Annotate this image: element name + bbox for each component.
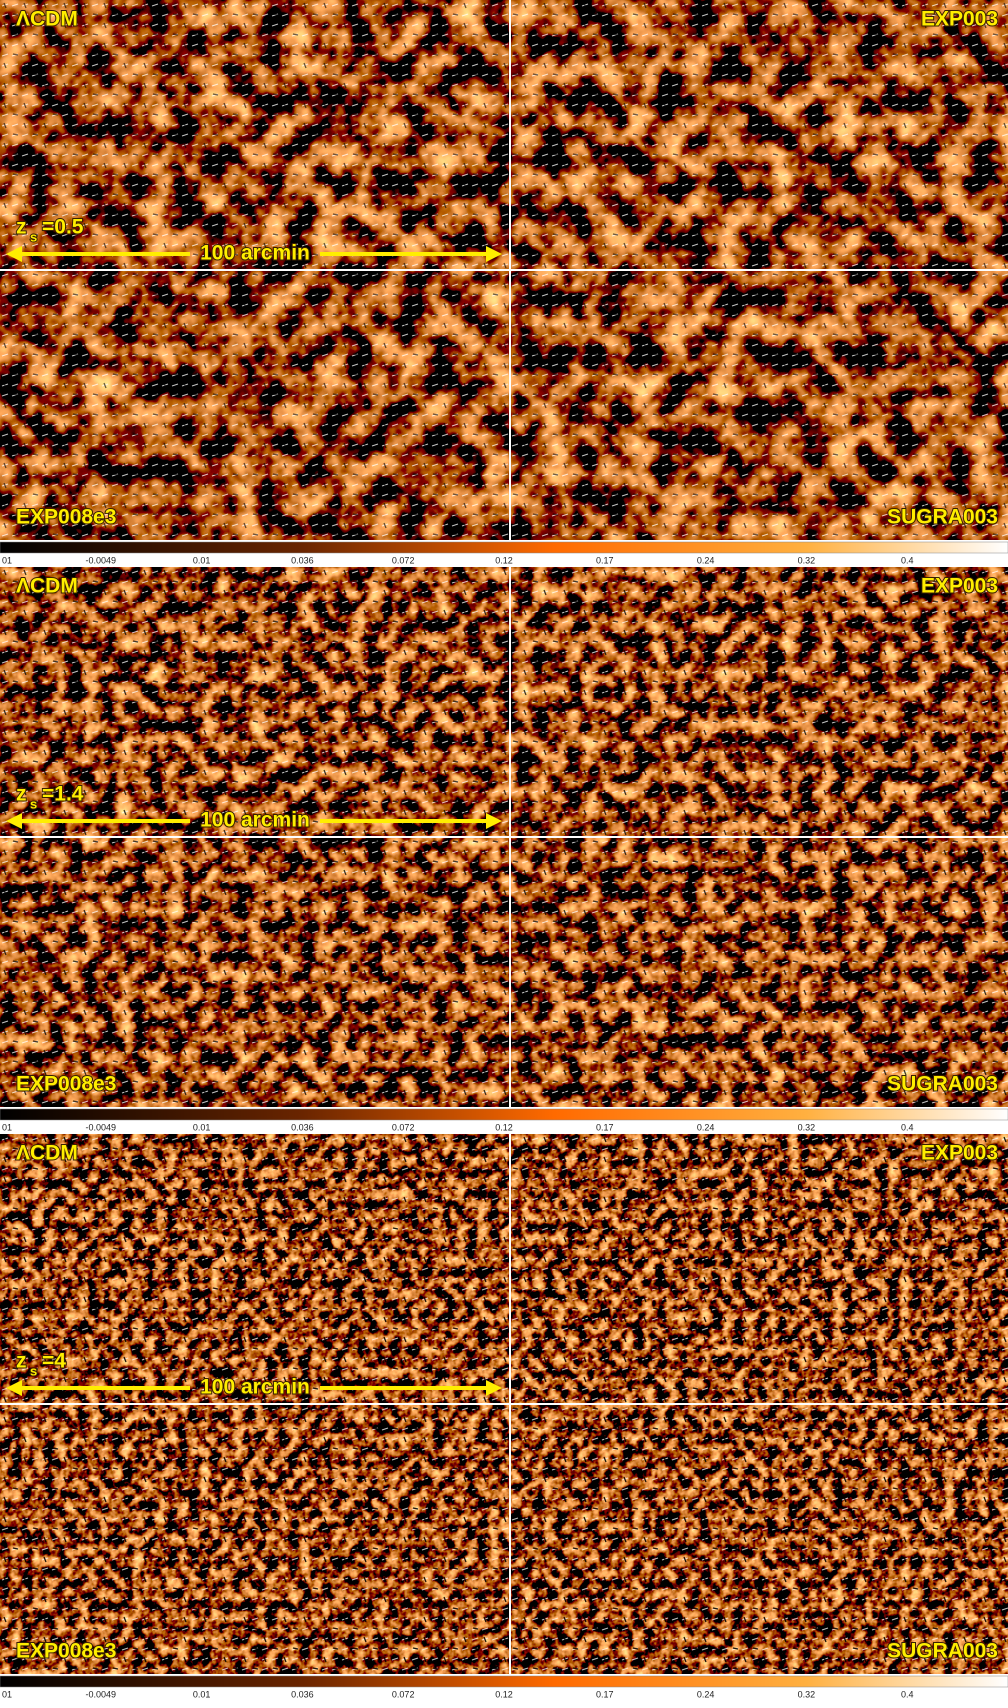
map-svg: ΛCDM EXP003 EXP008e3 SUGRA003 z s =1.4 100 arcm… <box>0 567 1008 1132</box>
panel-label: ΛCDM <box>16 8 78 31</box>
redshift-symbol: z <box>16 1350 27 1373</box>
colorbar-label: 0.4 <box>901 1689 914 1699</box>
colorbar-label: 0.036 <box>291 555 314 565</box>
map-block: ΛCDM EXP003 EXP008e3 SUGRA003 z s =4 100 arcmin… <box>0 1134 1008 1701</box>
panel-label: SUGRA003 <box>887 1640 998 1663</box>
panel-label: ΛCDM <box>16 1142 78 1165</box>
panel-label: EXP003 <box>921 575 998 598</box>
arrow-head <box>6 246 22 262</box>
colorbar-label: 01 <box>2 555 12 565</box>
colorbar-label: 0.12 <box>495 1689 513 1699</box>
colorbar-label: 0.01 <box>193 1689 211 1699</box>
arrow-head <box>486 246 502 262</box>
panel-label: EXP008e3 <box>16 506 116 529</box>
redshift-symbol: z <box>16 783 27 806</box>
arrow-head <box>6 813 22 829</box>
colorbar-label: -0.0049 <box>86 1689 117 1699</box>
panel-label: EXP008e3 <box>16 1073 116 1096</box>
map-block: ΛCDM EXP003 EXP008e3 SUGRA003 z s =1.4 100 arcm… <box>0 567 1008 1134</box>
colorbar-label: -0.0049 <box>86 555 117 565</box>
colorbar-label: 01 <box>2 1689 12 1699</box>
redshift-subscript: s <box>30 1363 37 1378</box>
redshift-value: =4 <box>42 1350 66 1373</box>
arrow-head <box>486 813 502 829</box>
redshift-subscript: s <box>30 229 37 244</box>
redshift-subscript: s <box>30 796 37 811</box>
redshift-value: =1.4 <box>42 783 84 806</box>
colorbar-label: 0.32 <box>798 1689 816 1699</box>
colorbar-label: 0.072 <box>392 1122 415 1132</box>
panel-label: EXP003 <box>921 8 998 31</box>
panel-label: SUGRA003 <box>887 506 998 529</box>
colorbar-label: 01 <box>2 1122 12 1132</box>
colorbar-label: 0.17 <box>596 555 614 565</box>
colorbar-label: 0.32 <box>798 1122 816 1132</box>
colorbar-label: -0.0049 <box>86 1122 117 1132</box>
arrow-head <box>6 1380 22 1396</box>
scale-label: 100 arcmin <box>200 1376 310 1399</box>
map-svg: ΛCDM EXP003 EXP008e3 SUGRA003 z s =4 100 arcmin… <box>0 1134 1008 1699</box>
scale-label: 100 arcmin <box>200 809 310 832</box>
redshift-symbol: z <box>16 216 27 239</box>
colorbar-label: 0.01 <box>193 1122 211 1132</box>
colorbar-label: 0.036 <box>291 1689 314 1699</box>
colorbar <box>0 1108 1008 1121</box>
colorbar <box>0 1675 1008 1688</box>
panel-label: SUGRA003 <box>887 1073 998 1096</box>
arrow-head <box>486 1380 502 1396</box>
colorbar-label: 0.4 <box>901 555 914 565</box>
panel-label: ΛCDM <box>16 575 78 598</box>
colorbar-label: 0.12 <box>495 555 513 565</box>
colorbar-label: 0.036 <box>291 1122 314 1132</box>
colorbar-label: 0.01 <box>193 555 211 565</box>
colorbar-label: 0.17 <box>596 1689 614 1699</box>
colorbar-label: 0.072 <box>392 555 415 565</box>
colorbar-label: 0.24 <box>697 1689 715 1699</box>
map-svg: ΛCDM EXP003 EXP008e3 SUGRA003 z s =0.5 100 arcm… <box>0 0 1008 565</box>
map-block: ΛCDM EXP003 EXP008e3 SUGRA003 z s =0.5 100 arcm… <box>0 0 1008 567</box>
colorbar-label: 0.24 <box>697 555 715 565</box>
panel-label: EXP008e3 <box>16 1640 116 1663</box>
colorbar-label: 0.4 <box>901 1122 914 1132</box>
scale-label: 100 arcmin <box>200 242 310 265</box>
redshift-value: =0.5 <box>42 216 84 239</box>
colorbar-label: 0.072 <box>392 1689 415 1699</box>
panel-label: EXP003 <box>921 1142 998 1165</box>
colorbar-label: 0.32 <box>798 555 816 565</box>
colorbar <box>0 541 1008 554</box>
colorbar-label: 0.17 <box>596 1122 614 1132</box>
colorbar-label: 0.24 <box>697 1122 715 1132</box>
colorbar-label: 0.12 <box>495 1122 513 1132</box>
